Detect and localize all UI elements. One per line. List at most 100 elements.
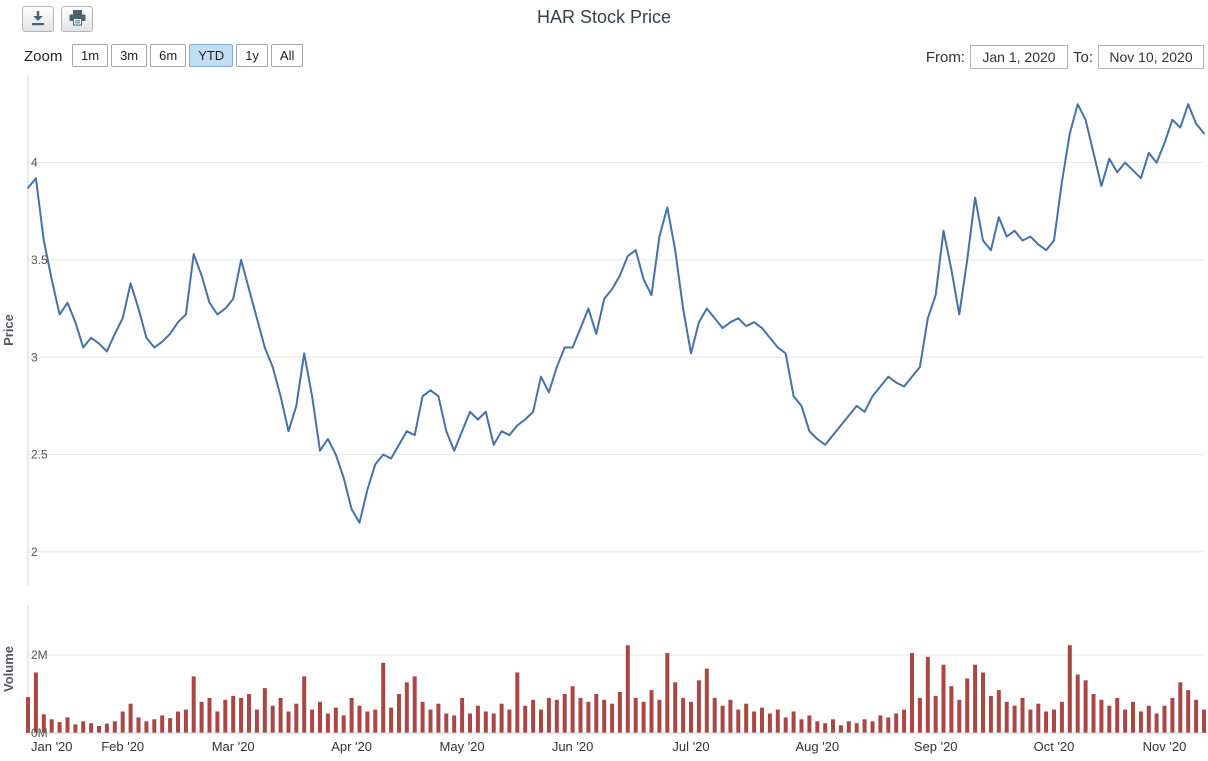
volume-bar[interactable] <box>436 703 441 733</box>
volume-bar[interactable] <box>665 653 670 733</box>
volume-bar[interactable] <box>41 714 46 733</box>
zoom-button-1y[interactable]: 1y <box>236 44 268 67</box>
volume-bar[interactable] <box>823 723 828 733</box>
volume-bar[interactable] <box>625 645 630 733</box>
volume-bar[interactable] <box>310 709 315 733</box>
volume-bar[interactable] <box>373 709 378 733</box>
volume-bar[interactable] <box>570 686 575 733</box>
volume-bar[interactable] <box>104 723 109 733</box>
volume-bar[interactable] <box>720 705 725 733</box>
volume-bar[interactable] <box>318 701 322 733</box>
volume-bar[interactable] <box>239 697 244 733</box>
volume-bar[interactable] <box>294 703 299 733</box>
volume-bar[interactable] <box>1115 697 1120 733</box>
volume-bar[interactable] <box>767 713 772 734</box>
volume-bar[interactable] <box>1194 699 1199 733</box>
volume-bar[interactable] <box>539 709 543 733</box>
volume-bar[interactable] <box>215 711 220 734</box>
volume-bar[interactable] <box>1044 711 1049 734</box>
volume-bar[interactable] <box>870 721 875 733</box>
volume-bar[interactable] <box>1067 645 1072 733</box>
volume-bar[interactable] <box>325 713 330 734</box>
volume-bar[interactable] <box>1036 703 1041 733</box>
volume-bar[interactable] <box>1154 713 1159 734</box>
volume-bar[interactable] <box>775 709 780 733</box>
volume-bar[interactable] <box>696 680 701 733</box>
volume-bar[interactable] <box>925 656 930 733</box>
volume-bar[interactable] <box>1107 705 1112 733</box>
volume-bar[interactable] <box>65 717 70 733</box>
volume-bar[interactable] <box>910 653 914 733</box>
volume-bar[interactable] <box>191 676 196 733</box>
volume-bar[interactable] <box>1075 674 1080 734</box>
volume-bar[interactable] <box>207 697 212 733</box>
volume-bar[interactable] <box>278 697 283 733</box>
volume-bar[interactable] <box>483 711 488 734</box>
volume-bar[interactable] <box>554 699 559 733</box>
volume-bar[interactable] <box>176 711 180 734</box>
zoom-button-all[interactable]: All <box>270 44 304 67</box>
volume-bar[interactable] <box>878 715 883 733</box>
volume-bar[interactable] <box>223 699 228 733</box>
volume-bar[interactable] <box>965 678 970 733</box>
download-button[interactable] <box>22 6 54 32</box>
volume-bar[interactable] <box>902 709 907 733</box>
volume-bar[interactable] <box>531 699 536 733</box>
volume-bar[interactable] <box>128 703 133 733</box>
volume-bar[interactable] <box>704 668 709 733</box>
volume-bar[interactable] <box>1123 709 1128 733</box>
volume-bar[interactable] <box>981 672 985 734</box>
volume-bar[interactable] <box>57 722 62 733</box>
volume-bar[interactable] <box>499 703 504 733</box>
zoom-button-6m[interactable]: 6m <box>150 44 187 67</box>
volume-bar[interactable] <box>475 705 480 733</box>
volume-bar[interactable] <box>886 717 891 733</box>
volume-bar[interactable] <box>89 723 94 733</box>
volume-bar[interactable] <box>838 725 843 733</box>
volume-bar[interactable] <box>389 707 394 733</box>
volume-bar[interactable] <box>444 713 449 734</box>
volume-bar[interactable] <box>941 664 946 733</box>
volume-bar[interactable] <box>712 697 717 733</box>
volume-bar[interactable] <box>949 686 954 733</box>
volume-bar[interactable] <box>807 715 812 733</box>
volume-bar[interactable] <box>152 719 157 733</box>
volume-bar[interactable] <box>365 711 370 734</box>
volume-bar[interactable] <box>783 717 788 733</box>
volume-bar[interactable] <box>81 721 86 733</box>
volume-bar[interactable] <box>578 697 583 733</box>
volume-bar[interactable] <box>49 719 54 733</box>
volume-bar[interactable] <box>73 724 78 733</box>
volume-bar[interactable] <box>996 690 1001 733</box>
volume-bar[interactable] <box>1146 705 1151 733</box>
volume-bar[interactable] <box>136 717 141 733</box>
volume-bar[interactable] <box>491 713 496 734</box>
volume-bar[interactable] <box>831 719 835 733</box>
volume-bar[interactable] <box>97 726 101 733</box>
volume-bar[interactable] <box>799 719 804 733</box>
volume-bar[interactable] <box>815 721 820 733</box>
volume-bar[interactable] <box>247 694 251 733</box>
volume-bar[interactable] <box>452 715 457 733</box>
volume-bar[interactable] <box>1202 709 1206 733</box>
volume-bar[interactable] <box>1059 701 1064 733</box>
volume-bar[interactable] <box>357 705 362 733</box>
volume-bar[interactable] <box>633 697 638 733</box>
volume-bar[interactable] <box>523 705 528 733</box>
zoom-button-1m[interactable]: 1m <box>72 44 109 67</box>
volume-bar[interactable] <box>791 711 796 734</box>
volume-bar[interactable] <box>736 709 741 733</box>
volume-bar[interactable] <box>262 688 267 733</box>
volume-bar[interactable] <box>1170 697 1175 733</box>
volume-bar[interactable] <box>160 715 165 733</box>
volume-bar[interactable] <box>1020 697 1025 733</box>
volume-bar[interactable] <box>957 699 962 733</box>
volume-bar[interactable] <box>854 723 859 733</box>
volume-bar[interactable] <box>397 694 401 733</box>
volume-bar[interactable] <box>1186 690 1191 733</box>
volume-bar[interactable] <box>302 676 307 733</box>
volume-bar[interactable] <box>254 709 259 733</box>
volume-bar[interactable] <box>744 703 749 733</box>
to-date-input[interactable] <box>1098 45 1204 69</box>
volume-bar[interactable] <box>112 721 117 733</box>
